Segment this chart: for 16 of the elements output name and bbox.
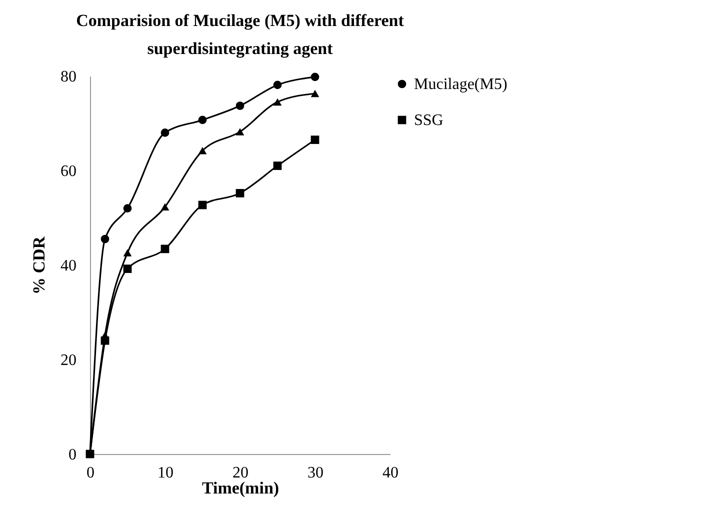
x-tick-label: 20 (232, 464, 248, 482)
x-tick-label: 0 (86, 464, 94, 482)
text: Comparision of Mucilage (M5) with different (76, 11, 404, 30)
text: superdisintegrating agent (147, 39, 333, 58)
y-tick-label: 60 (60, 163, 76, 180)
x-tick-label: 30 (308, 464, 324, 482)
x-tick-label: 40 (382, 464, 398, 482)
y-tick-label: 80 (60, 68, 76, 86)
y-axis-title: % CDR (30, 236, 48, 295)
y-tick-label: 0 (68, 446, 76, 464)
x-tick-label: 10 (158, 464, 174, 482)
y-tick-label: 40 (60, 258, 76, 274)
x-axis-title: Time(min) (202, 478, 280, 498)
legend-label: Mucilage(M5) (414, 76, 508, 93)
legend-label: SSG (414, 112, 444, 129)
y-tick-label: 20 (60, 352, 76, 369)
